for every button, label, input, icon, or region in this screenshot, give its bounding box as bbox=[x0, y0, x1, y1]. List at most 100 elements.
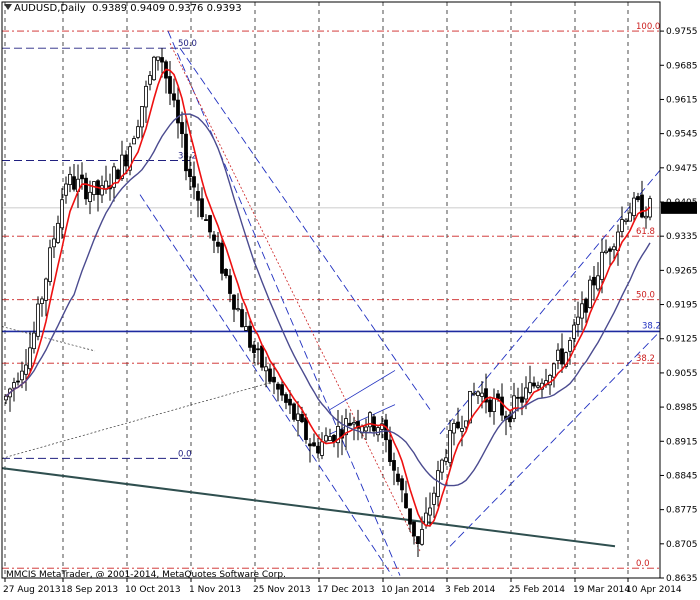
candle-body bbox=[152, 56, 156, 81]
x-tick-label: 3 Feb 2014 bbox=[445, 585, 496, 595]
candle-body bbox=[156, 56, 160, 61]
candle-body bbox=[296, 413, 300, 421]
candle-body bbox=[644, 215, 648, 219]
y-tick-label: 0.9755 bbox=[666, 27, 698, 37]
candle-body bbox=[28, 347, 32, 370]
candle-body bbox=[288, 398, 292, 406]
candle-body bbox=[216, 241, 220, 247]
y-tick-label: 0.9195 bbox=[666, 301, 698, 311]
dotted-trend-line bbox=[1, 382, 271, 459]
candle-body bbox=[244, 326, 248, 331]
candle-body bbox=[192, 176, 196, 188]
horizontal-level-label: 38.2 bbox=[642, 321, 661, 331]
candle-body bbox=[56, 222, 60, 243]
candle-body bbox=[640, 194, 644, 218]
candle-body bbox=[420, 529, 424, 545]
candle-body bbox=[312, 442, 316, 447]
candle-body bbox=[4, 395, 8, 401]
candle-body bbox=[400, 478, 404, 491]
chart-header: AUDUSD,Daily 0.9389 0.9409 0.9376 0.9393 bbox=[4, 3, 242, 14]
candle-body bbox=[272, 376, 276, 383]
trend-channels bbox=[1, 30, 661, 576]
support-line bbox=[1, 467, 616, 548]
candle-body bbox=[40, 298, 44, 304]
candle-body bbox=[536, 385, 540, 388]
candle-body bbox=[396, 473, 400, 482]
candle-body bbox=[120, 154, 124, 179]
candle-body bbox=[260, 345, 264, 368]
candle-body bbox=[584, 298, 588, 313]
candle-body bbox=[532, 382, 536, 387]
candle-body bbox=[236, 308, 240, 311]
candle-body bbox=[624, 219, 628, 222]
candle-body bbox=[88, 191, 92, 202]
candle-body bbox=[188, 168, 192, 178]
candle-body bbox=[488, 399, 492, 413]
candle-body bbox=[80, 174, 84, 180]
candle-body bbox=[424, 512, 428, 526]
candle-body bbox=[52, 238, 56, 248]
candle-body bbox=[632, 197, 636, 216]
candle-body bbox=[32, 332, 36, 350]
x-tick-label: 10 Jan 2014 bbox=[381, 585, 435, 595]
flag-line bbox=[329, 370, 396, 410]
candle-body bbox=[552, 363, 556, 378]
candle-body bbox=[168, 76, 172, 94]
current-price-box bbox=[661, 201, 697, 214]
candle-body bbox=[292, 403, 296, 420]
candle-body bbox=[460, 428, 464, 432]
channel-line bbox=[179, 47, 431, 410]
plot-frame bbox=[1, 1, 661, 579]
candle-body bbox=[200, 198, 204, 218]
candle-body bbox=[628, 212, 632, 222]
candle-body bbox=[304, 417, 308, 440]
dotted-trend-line bbox=[1, 326, 96, 352]
candle-body bbox=[600, 251, 604, 280]
candle-body bbox=[480, 392, 484, 397]
candle-body bbox=[12, 382, 16, 389]
candle-body bbox=[224, 269, 228, 276]
x-tick-label: 10 Oct 2013 bbox=[125, 585, 181, 595]
candle-body bbox=[484, 388, 488, 403]
candle-body bbox=[264, 366, 268, 372]
channel-line bbox=[167, 30, 401, 576]
candle-body bbox=[252, 344, 256, 353]
current-price-text: 0.9393 bbox=[664, 204, 696, 214]
candle-body bbox=[364, 426, 368, 432]
y-tick-label: 0.9475 bbox=[666, 164, 698, 174]
ohlc-label: 0.9389 0.9409 0.9376 0.9393 bbox=[92, 3, 242, 14]
candle-body bbox=[124, 154, 128, 167]
candle-body bbox=[368, 412, 372, 428]
candle-body bbox=[92, 181, 96, 195]
chart-menu-icon[interactable] bbox=[4, 4, 12, 10]
candle-body bbox=[232, 294, 236, 310]
candle-body bbox=[456, 421, 460, 429]
candle-body bbox=[452, 422, 456, 434]
candle-body bbox=[392, 460, 396, 471]
copyright-footer: MMCIS MetaTrader, @ 2001-2014, MetaQuote… bbox=[6, 570, 286, 580]
candle-body bbox=[572, 324, 576, 339]
candle-body bbox=[60, 199, 64, 229]
candle-body bbox=[468, 390, 472, 424]
candle-body bbox=[408, 508, 412, 525]
y-tick-label: 0.9615 bbox=[666, 95, 698, 105]
candle-body bbox=[276, 383, 280, 390]
candle-body bbox=[508, 414, 512, 423]
candle-body bbox=[36, 303, 40, 337]
candle-body bbox=[100, 185, 104, 196]
candle-body bbox=[568, 340, 572, 352]
candle-body bbox=[588, 279, 592, 309]
candle-body bbox=[636, 196, 640, 201]
x-tick-label: 27 Aug 2013 bbox=[3, 585, 61, 595]
y-tick-label: 0.9545 bbox=[666, 130, 698, 140]
candle-body bbox=[140, 106, 144, 128]
candle-body bbox=[356, 421, 360, 429]
candle-body bbox=[184, 133, 188, 172]
fib-left-label: 50.0 bbox=[178, 39, 197, 49]
candle-body bbox=[328, 436, 332, 442]
candle-body bbox=[612, 246, 616, 251]
candle-body bbox=[20, 370, 24, 381]
candle-body bbox=[528, 382, 532, 393]
